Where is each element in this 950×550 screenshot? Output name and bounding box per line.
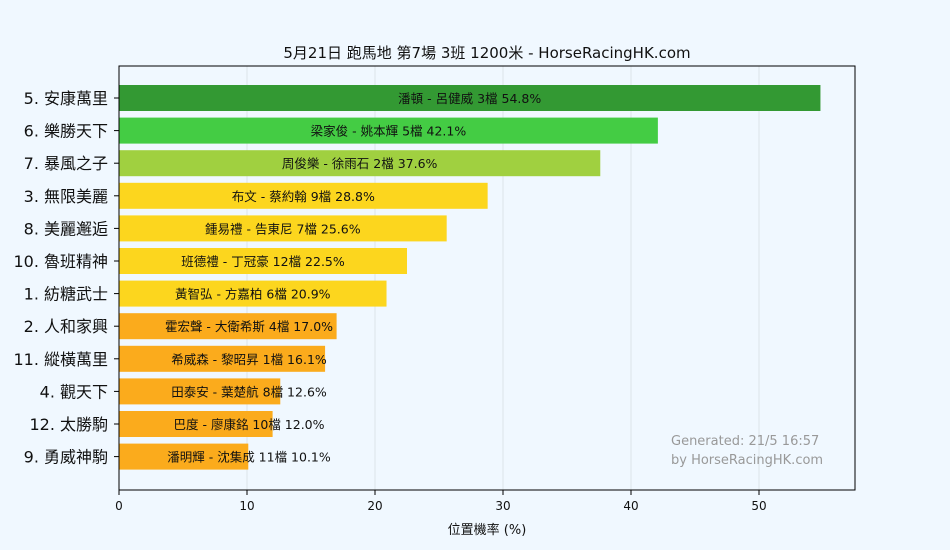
bars: 5. 安康萬里 潘頓 - 呂健威 3檔 54.8% 6. 樂勝天下 梁家俊 - 姚本輝… — [13, 85, 821, 470]
x-tick-label: 20 — [367, 499, 382, 513]
bar-data-label: 鍾易禮 - 告東尼 7檔 25.6% — [205, 221, 361, 236]
bar — [119, 150, 601, 177]
x-tick-label: 30 — [495, 499, 510, 513]
bar — [119, 345, 326, 372]
bar-data-label: 黃智弘 - 方嘉柏 6檔 20.9% — [175, 287, 331, 302]
bar — [119, 443, 249, 470]
category-label: 2. 人和家興 — [24, 317, 108, 336]
bar-data-label: 班德禮 - 丁冠豪 12檔 22.5% — [181, 254, 345, 269]
category-label: 11. 縱橫萬里 — [13, 350, 108, 369]
credit-note: by HorseRacingHK.com — [671, 453, 823, 468]
category-label: 4. 觀天下 — [40, 382, 108, 401]
bar-data-label: 希威森 - 黎昭昇 1檔 16.1% — [171, 352, 327, 367]
bar — [119, 378, 281, 405]
bar — [119, 280, 387, 307]
bar — [119, 411, 273, 437]
bar-data-label: 潘明輝 - 沈集成 11檔 10.1% — [167, 450, 331, 465]
x-tick-label: 40 — [623, 499, 638, 513]
x-tick-label: 0 — [115, 499, 123, 513]
category-label: 10. 魯班精神 — [13, 252, 108, 271]
x-axis-label: 位置機率 (%) — [448, 522, 527, 538]
bar-data-label: 布文 - 蔡約翰 9檔 28.8% — [232, 189, 375, 204]
x-axis: 0 10 20 30 40 50 — [115, 490, 767, 513]
category-label: 12. 太勝駒 — [29, 415, 108, 434]
x-tick-label: 10 — [239, 499, 254, 513]
plot-frame — [118, 65, 856, 491]
bar-data-label: 田泰安 - 葉楚航 8檔 12.6% — [171, 384, 327, 399]
bar-data-label: 周俊樂 - 徐雨石 2檔 37.6% — [282, 156, 438, 171]
bar — [119, 85, 821, 111]
x-tick-label: 50 — [751, 499, 766, 513]
category-label: 6. 樂勝天下 — [24, 122, 108, 141]
category-label: 1. 紡糖武士 — [24, 285, 108, 304]
bar-data-label: 潘頓 - 呂健威 3檔 54.8% — [398, 91, 541, 106]
bar — [119, 182, 488, 209]
bar-data-label: 巴度 - 廖康銘 10檔 12.0% — [173, 417, 324, 432]
bar — [119, 313, 337, 340]
category-label: 8. 美麗邂逅 — [24, 219, 108, 238]
category-label: 5. 安康萬里 — [24, 89, 108, 108]
bar-data-label: 梁家俊 - 姚本輝 5檔 42.1% — [311, 124, 467, 139]
category-label: 3. 無限美麗 — [24, 187, 108, 206]
category-label: 9. 勇威神駒 — [24, 448, 108, 467]
bar — [119, 117, 658, 144]
chart-title: 5月21日 跑馬地 第7場 3班 1200米 - HorseRacingHK.c… — [283, 44, 690, 62]
category-label: 7. 暴風之子 — [24, 154, 108, 173]
bar — [119, 248, 407, 274]
generated-note: Generated: 21/5 16:57 — [671, 434, 819, 449]
bar-data-label: 霍宏聲 - 大衛希斯 4檔 17.0% — [165, 319, 333, 334]
bar — [119, 215, 447, 242]
